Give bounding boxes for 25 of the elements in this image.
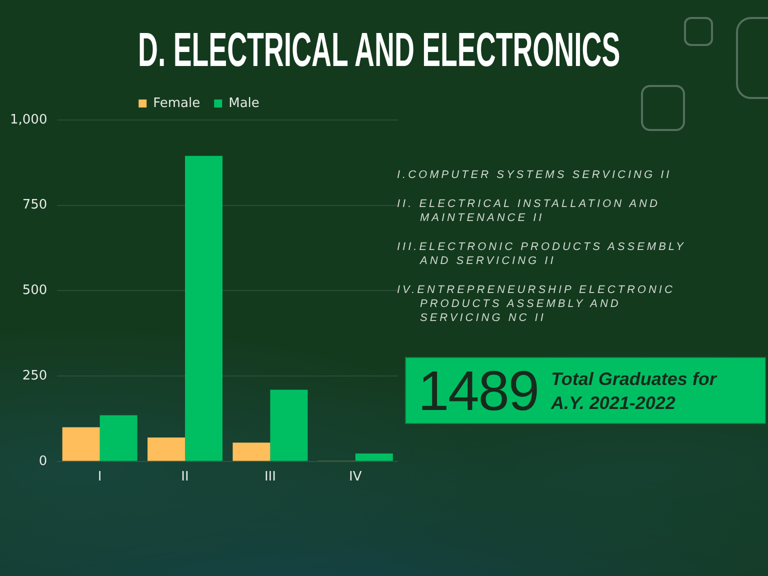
y-tick-label: 0: [38, 454, 48, 469]
text: 1489: [418, 359, 539, 422]
y-tick-label: 250: [22, 368, 48, 384]
bar: [148, 438, 186, 461]
y-tick-label: 500: [22, 283, 48, 298]
legend-label: Female: [153, 96, 200, 111]
annotation: I.COMPUTER SYSTEMS SERVICING II: [397, 168, 673, 182]
x-tick-label: IV: [349, 470, 362, 485]
bar: [185, 156, 222, 461]
bar: [270, 390, 308, 461]
x-tick-label: III: [264, 470, 276, 485]
annotation: III.ELECTRONIC PRODUCTS ASSEMBLY AND SERVICING II: [397, 240, 687, 268]
text: Total Graduates for A.Y. 2021-2022: [551, 368, 718, 415]
annotation: IV.ENTREPRENEURSHIP ELECTRONIC PRODUCTS ASSEMBLY AND SERVICING NC II: [397, 283, 676, 325]
bar: [100, 415, 138, 461]
y-tick-label: 750: [22, 198, 48, 213]
bar: [232, 442, 270, 461]
annotation: II. ELECTRICAL INSTALLATION AND MAINTENANCE II: [397, 197, 661, 225]
y-tick-label: 1,000: [10, 112, 48, 128]
x-tick-label: I: [98, 470, 102, 485]
chart-title: D. ELECTRICAL AND ELECTRONICS: [138, 24, 620, 77]
bar: [62, 427, 100, 461]
bar: [355, 454, 393, 461]
x-tick-label: II: [181, 470, 189, 485]
legend-label: Male: [228, 96, 260, 111]
